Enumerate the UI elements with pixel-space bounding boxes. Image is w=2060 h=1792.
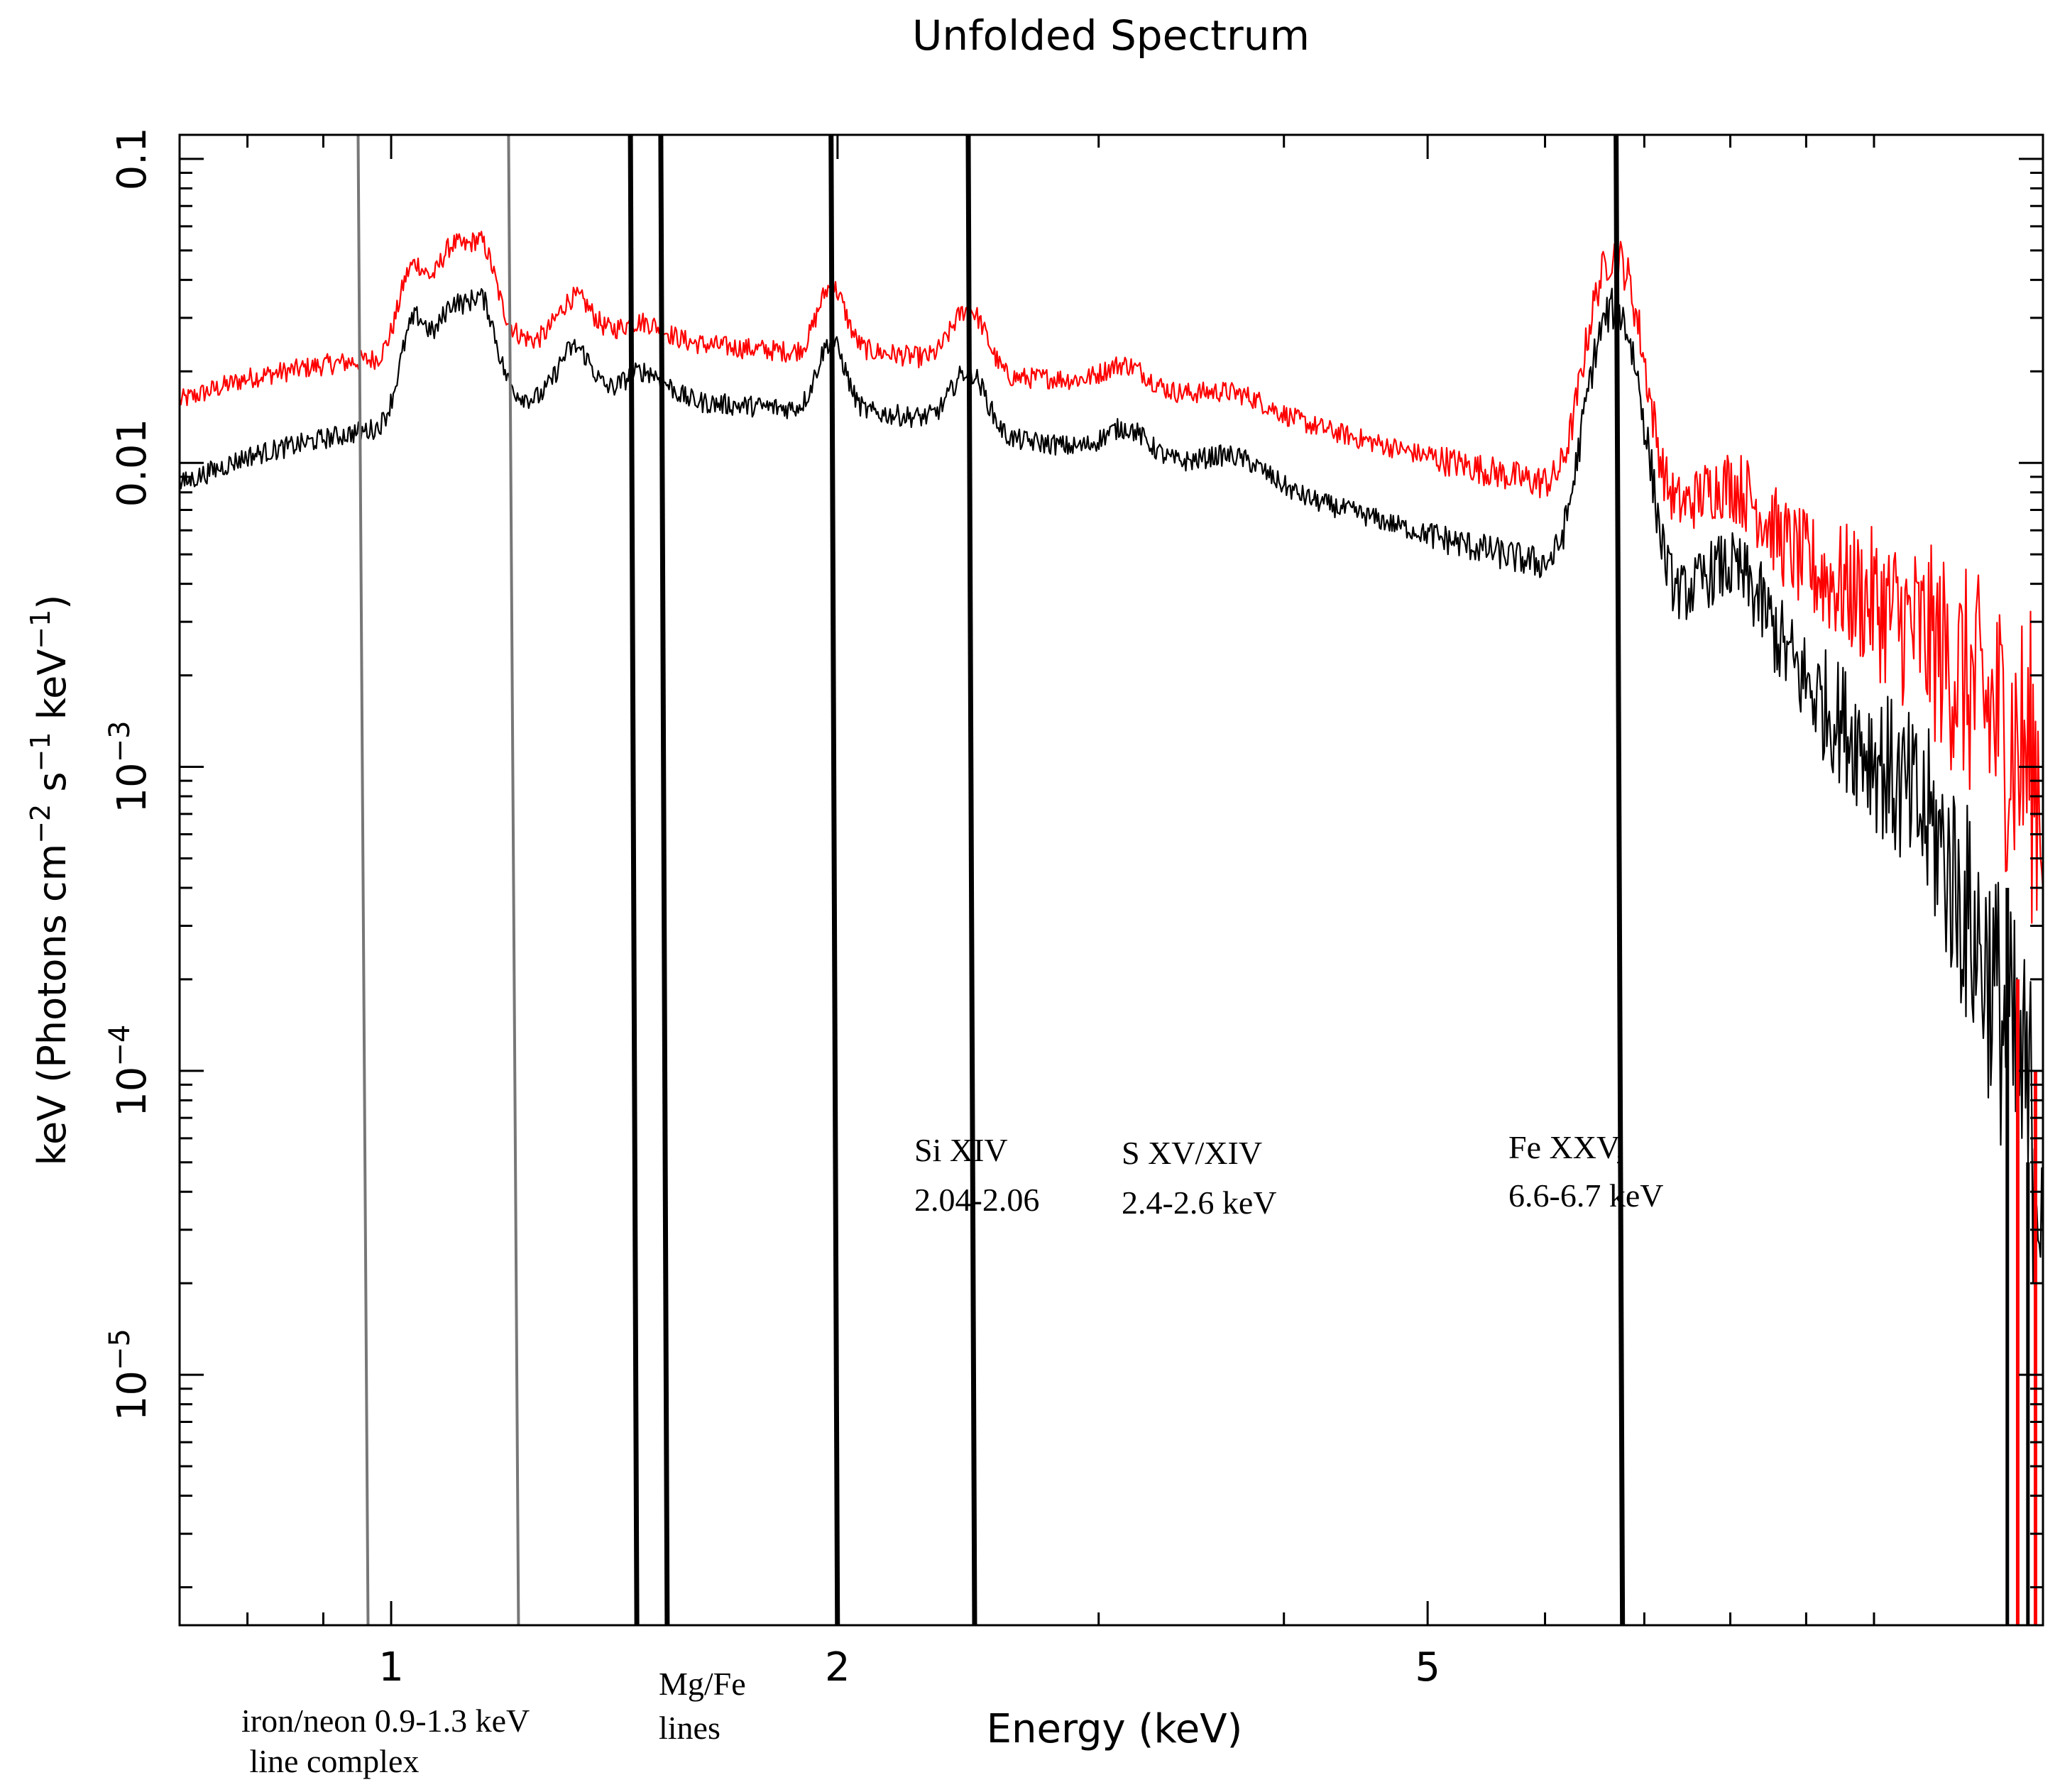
line-marker: [628, 134, 640, 1626]
y-tick-mantissa: 10: [109, 762, 155, 813]
line-marker: [658, 134, 670, 1626]
annotation-line: 6.6-6.7 keV: [1508, 1177, 1663, 1214]
annotation-line: S XV/XIV: [1122, 1135, 1262, 1171]
y-label-part: keV: [30, 649, 75, 732]
line-marker: [1614, 134, 1626, 1626]
y-tick-exponent: −3: [104, 720, 136, 762]
annotation-line: Mg/Fe: [659, 1666, 746, 1702]
plot-frame: [178, 133, 2044, 1627]
line-markers: [356, 134, 1626, 1626]
annotation-line: line complex: [241, 1743, 419, 1779]
annotation-fe-xxv: Fe XXV, 6.6-6.7 keV: [1508, 1129, 1663, 1214]
y-axis-label: keV (Photons cm−2 s−1 keV−1): [25, 595, 75, 1166]
annotation-line: 2.04-2.06: [914, 1182, 1039, 1218]
y-tick-label: 0.1: [109, 127, 155, 190]
annotation-line: 2.4-2.6 keV: [1122, 1184, 1276, 1221]
annotation-line: iron/neon 0.9-1.3 keV: [241, 1703, 530, 1739]
x-axis-label: Energy (keV): [987, 1706, 1243, 1752]
y-label-part: ): [30, 595, 75, 610]
y-tick-mantissa: 0.01: [109, 419, 155, 507]
y-tick-mantissa: 10: [109, 1067, 155, 1117]
y-tick-label: 10−3: [104, 720, 155, 813]
line-marker: [356, 134, 370, 1626]
y-tick-label: 10−5: [104, 1329, 155, 1421]
y-tick-exponent: −5: [104, 1329, 136, 1370]
annotation-iron-neon: iron/neon 0.9-1.3 keV line complex: [241, 1703, 537, 1779]
annotation-line: Si XIV: [914, 1132, 1007, 1168]
y-label-exponent: −1: [25, 610, 56, 649]
y-tick-exponent: −4: [104, 1025, 136, 1067]
series-line-spectrum-red: [178, 231, 2044, 924]
annotation-line: Fe XXV,: [1508, 1129, 1624, 1165]
series-line-spectrum-black: [178, 287, 2044, 1283]
annotation-mg-fe: Mg/Fe lines: [659, 1666, 754, 1746]
y-label-exponent: −2: [25, 804, 56, 844]
annotation-line: lines: [659, 1710, 721, 1746]
annotation-s-xv-xiv: S XV/XIV 2.4-2.6 keV: [1122, 1135, 1276, 1221]
y-tick-mantissa: 10: [109, 1370, 155, 1421]
line-marker: [828, 134, 840, 1626]
y-label-part: s: [30, 771, 75, 803]
annotation-si-xiv: Si XIV 2.04-2.06: [914, 1132, 1039, 1218]
y-label-part: keV (Photons cm: [30, 844, 75, 1166]
chart-title: Unfolded Spectrum: [912, 11, 1310, 60]
y-tick-label: 0.01: [109, 419, 155, 507]
line-marker: [965, 134, 977, 1626]
line-marker: [507, 134, 520, 1626]
y-label-exponent: −1: [25, 732, 56, 771]
x-tick-label: 1: [378, 1644, 404, 1691]
x-tick-label: 5: [1415, 1644, 1440, 1691]
y-tick-mantissa: 0.1: [109, 127, 155, 190]
x-tick-label: 2: [825, 1644, 850, 1691]
y-tick-label: 10−4: [104, 1025, 155, 1117]
